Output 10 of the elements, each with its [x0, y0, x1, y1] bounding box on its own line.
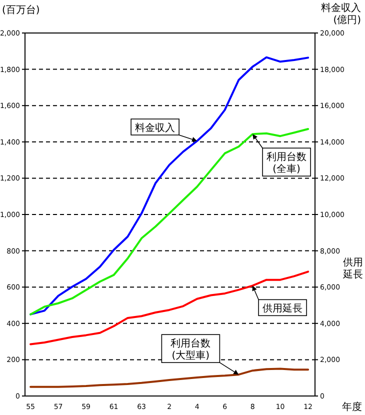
text: 供用延長	[342, 257, 363, 280]
line-series	[30, 56, 310, 316]
y-axis-title: (百万台)	[2, 4, 40, 16]
series-label: 利用台数 (全車)	[266, 151, 307, 176]
y2-axis-title: 料金収入 (億円)	[321, 2, 362, 26]
text: 供用延長	[262, 302, 303, 315]
line-series	[30, 368, 310, 388]
x-axis-title: 年度	[342, 401, 362, 413]
series-label: 利用台数 (大型車)	[170, 338, 211, 362]
series-label: 料金収入	[135, 122, 176, 134]
